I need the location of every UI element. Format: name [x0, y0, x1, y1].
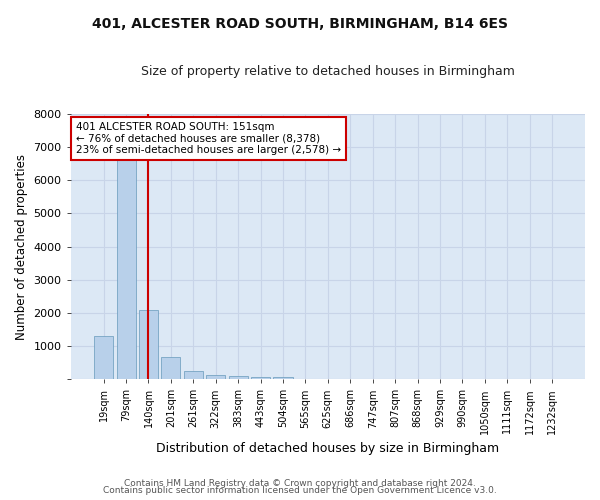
- Bar: [94, 336, 113, 379]
- Bar: [274, 377, 293, 379]
- Text: 401, ALCESTER ROAD SOUTH, BIRMINGHAM, B14 6ES: 401, ALCESTER ROAD SOUTH, BIRMINGHAM, B1…: [92, 18, 508, 32]
- Bar: [251, 378, 270, 379]
- Text: 401 ALCESTER ROAD SOUTH: 151sqm
← 76% of detached houses are smaller (8,378)
23%: 401 ALCESTER ROAD SOUTH: 151sqm ← 76% of…: [76, 122, 341, 155]
- Bar: [206, 375, 225, 379]
- Bar: [139, 310, 158, 379]
- Title: Size of property relative to detached houses in Birmingham: Size of property relative to detached ho…: [141, 65, 515, 78]
- Bar: [184, 370, 203, 379]
- Text: Contains HM Land Registry data © Crown copyright and database right 2024.: Contains HM Land Registry data © Crown c…: [124, 478, 476, 488]
- X-axis label: Distribution of detached houses by size in Birmingham: Distribution of detached houses by size …: [156, 442, 499, 455]
- Bar: [161, 356, 181, 379]
- Bar: [116, 160, 136, 379]
- Y-axis label: Number of detached properties: Number of detached properties: [15, 154, 28, 340]
- Text: Contains public sector information licensed under the Open Government Licence v3: Contains public sector information licen…: [103, 486, 497, 495]
- Bar: [229, 376, 248, 379]
